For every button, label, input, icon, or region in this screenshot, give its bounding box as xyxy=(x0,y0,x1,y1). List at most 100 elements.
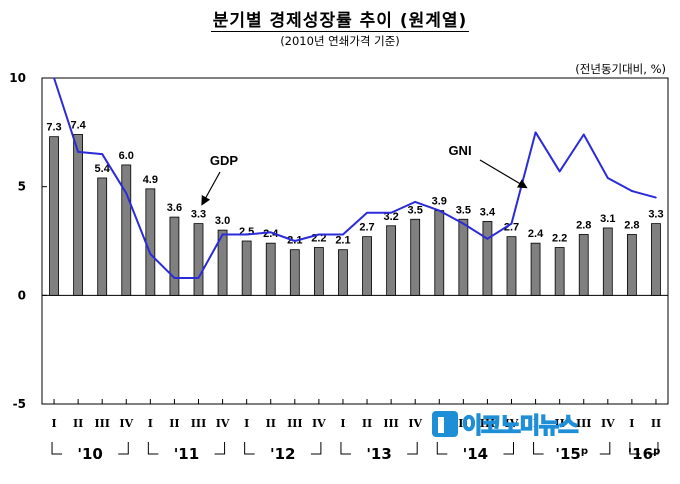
y-tick-label: 10 xyxy=(9,71,26,85)
gdp-bar-label: 2.5 xyxy=(239,226,254,238)
gni-point xyxy=(486,238,489,240)
gdp-bar xyxy=(482,221,493,296)
gdp-bar-label: 2.7 xyxy=(359,222,374,234)
year-bracket-left xyxy=(340,442,351,455)
chart-title: 분기별 경제성장률 추이 (원계열) xyxy=(0,6,680,32)
year-bracket-right xyxy=(599,442,611,455)
gni-point xyxy=(221,233,224,236)
gni-point xyxy=(294,240,296,242)
x-tick-label: II xyxy=(458,417,468,430)
gni-point xyxy=(318,233,320,236)
gdp-bar-label: 2.4 xyxy=(263,228,279,240)
year-bracket-left xyxy=(147,442,159,455)
gdp-bar xyxy=(506,236,517,296)
unit-label: (전년동기대비, %) xyxy=(575,62,666,76)
gni-point xyxy=(534,131,537,134)
gni-line-series xyxy=(53,77,657,279)
year-label: '11 xyxy=(174,445,199,463)
gdp-bar xyxy=(578,234,589,296)
year-label: '12 xyxy=(270,445,295,463)
year-label-suffix: p xyxy=(653,446,660,457)
gni-point xyxy=(101,153,103,155)
gdp-bar xyxy=(265,242,276,296)
gni-point xyxy=(438,209,441,212)
plot-area-frame xyxy=(41,77,669,405)
gdp-bar xyxy=(386,225,397,296)
x-tick-label: I xyxy=(244,417,249,430)
year-bracket-left xyxy=(244,442,255,455)
gni-point xyxy=(414,201,416,203)
gni-point xyxy=(655,196,657,199)
gni-point xyxy=(149,253,152,255)
year-label: '10 xyxy=(77,445,102,463)
gdp-bar-label: 3.6 xyxy=(167,202,182,214)
gni-annotation-arrow xyxy=(479,159,528,189)
gni-point xyxy=(366,211,368,214)
x-tick-label: III xyxy=(94,417,109,430)
x-tick-label: I xyxy=(533,417,538,430)
y-tick-label: -5 xyxy=(13,397,26,411)
gdp-bar xyxy=(289,249,300,296)
x-tick-label: IV xyxy=(505,417,519,430)
gdp-bar xyxy=(434,210,445,296)
gdp-bar-label: 3.9 xyxy=(432,196,447,208)
gdp-bar xyxy=(338,249,348,296)
gdp-bar-label: 3.5 xyxy=(408,204,423,216)
gdp-bar-label: 2.1 xyxy=(335,235,350,247)
x-tick-label: I xyxy=(629,417,634,430)
gdp-bar-label: 5.4 xyxy=(95,163,111,175)
gni-point xyxy=(582,133,585,136)
x-tick-label: II xyxy=(266,417,276,430)
gni-point xyxy=(269,231,272,234)
gdp-bar xyxy=(73,134,84,296)
gdp-bar xyxy=(241,240,252,296)
gdp-bar-label: 7.3 xyxy=(46,122,61,134)
watermark-logo-icon xyxy=(432,411,458,437)
gdp-bar-label: 3.4 xyxy=(480,206,496,218)
x-tick-label: IV xyxy=(601,417,615,430)
x-tick-label: IV xyxy=(312,417,326,430)
x-tick-label: I xyxy=(51,417,56,430)
gni-point xyxy=(390,211,392,214)
gdp-bar-label: 2.7 xyxy=(504,222,519,234)
gdp-bar xyxy=(458,218,469,296)
year-bracket-right xyxy=(647,442,659,455)
x-tick-label: III xyxy=(576,417,591,430)
x-tick-label: II xyxy=(73,417,83,430)
y-tick-label: 5 xyxy=(18,180,26,194)
year-bracket-right xyxy=(407,442,418,455)
watermark-text: 이코노미뉴스 xyxy=(461,413,579,440)
gdp-bar-label: 3.3 xyxy=(648,209,663,221)
x-tick-label: III xyxy=(480,417,495,430)
year-label: '13 xyxy=(366,445,391,463)
year-label-suffix: p xyxy=(581,446,588,457)
year-bracket-right xyxy=(310,442,322,455)
x-tick-label: III xyxy=(287,417,302,430)
gni-point xyxy=(342,233,344,236)
gdp-bar xyxy=(602,227,613,296)
year-bracket-left xyxy=(51,442,63,455)
gni-point xyxy=(510,222,513,225)
gdp-bar xyxy=(313,247,324,296)
gdp-bar-label: 2.8 xyxy=(624,219,639,231)
gni-annotation-label: GNI xyxy=(448,143,471,158)
gdp-bar-label: 3.1 xyxy=(600,213,615,225)
x-tick-label: II xyxy=(362,417,372,430)
gdp-bar-label: 2.2 xyxy=(552,233,567,245)
gdp-bar-label: 3.3 xyxy=(191,209,206,221)
gdp-bar-label: 7.4 xyxy=(70,120,86,132)
gni-point xyxy=(53,77,55,79)
gdp-bar xyxy=(121,164,132,296)
gni-point xyxy=(462,222,465,225)
gdp-bar xyxy=(193,223,204,296)
gdp-bar xyxy=(651,223,661,296)
gdp-annotation-label: GDP xyxy=(210,153,239,168)
year-bracket-right xyxy=(503,442,514,455)
x-tick-label: I xyxy=(148,417,153,430)
gdp-bar xyxy=(97,177,108,296)
year-label: '15p xyxy=(555,445,588,463)
x-tick-label: II xyxy=(169,417,179,430)
chart-title-text: 분기별 경제성장률 추이 (원계열) xyxy=(210,11,470,32)
gdp-bar-label: 3.0 xyxy=(215,215,230,227)
